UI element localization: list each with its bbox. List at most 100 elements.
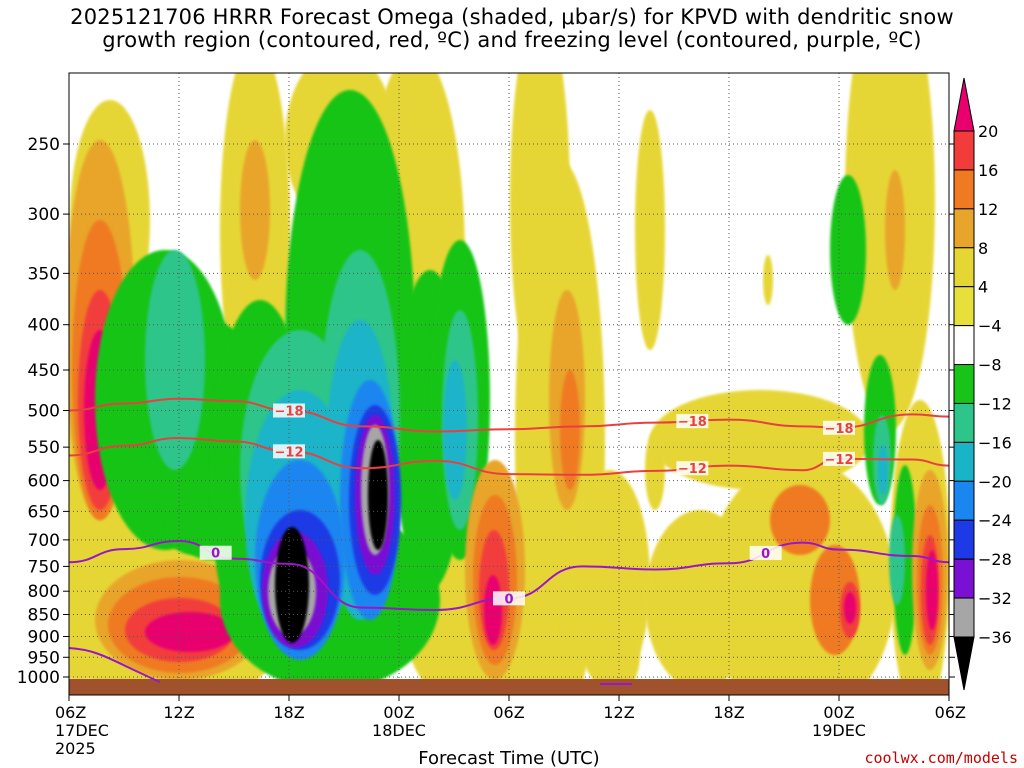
credit-text: coolwx.com/models [864, 749, 1018, 767]
y-tick-label: 900 [28, 627, 60, 647]
colorbar-label: −32 [978, 589, 1012, 608]
colorbar-label: 8 [978, 239, 988, 258]
contour-label: −18 [275, 405, 304, 420]
contour-label: −18 [678, 415, 707, 430]
contour-label-bg [199, 545, 232, 560]
colorbar-label: 4 [978, 278, 988, 297]
chart-title-line-1: 2025121706 HRRR Forecast Omega (shaded, … [70, 5, 954, 29]
contour-label-bg [273, 444, 305, 459]
colorbar-swatch [953, 364, 975, 404]
contour-label: −12 [275, 445, 304, 460]
colorbar-swatch [953, 402, 975, 443]
colorbar-label: −12 [978, 394, 1012, 413]
omega-cell [763, 255, 773, 305]
colorbar-label: −4 [978, 317, 1002, 336]
x-tick-year-label: 2025 [55, 739, 96, 758]
contour-label-bg [823, 420, 855, 435]
colorbar-swatch [953, 597, 975, 638]
terrain-bar [69, 679, 949, 695]
colorbar-swatch [953, 325, 975, 366]
chart-title-line-2: growth region (contoured, red, ºC) and f… [102, 28, 922, 52]
omega-cell [145, 250, 205, 470]
contour-label: −12 [678, 462, 707, 477]
contour-label: −18 [825, 422, 854, 437]
omega-cell [590, 615, 640, 695]
colorbar-swatch [953, 247, 975, 288]
omega-cell [443, 360, 467, 500]
y-tick-label: 300 [28, 205, 60, 225]
contour-label-bg [676, 414, 709, 429]
colorbar-swatch [953, 286, 975, 327]
y-tick-label: 500 [28, 402, 60, 422]
x-tick-label: 06Z [493, 703, 524, 722]
grid-lines [69, 73, 949, 695]
x-tick-label: 06Z [55, 703, 86, 722]
colorbar-top-arrow [953, 77, 975, 132]
y-tick-label: 450 [28, 361, 60, 381]
omega-cell [145, 612, 235, 652]
omega-cell [878, 445, 888, 495]
colorbar-label: 16 [978, 161, 998, 180]
x-tick-date-label: 19DEC [812, 721, 866, 740]
x-tick-label: 12Z [163, 703, 194, 722]
colorbar-label: −24 [978, 511, 1012, 530]
omega-cell [926, 550, 938, 630]
y-tick-label: 700 [28, 531, 60, 551]
omega-cell [560, 370, 580, 490]
omega-cell [635, 110, 665, 350]
colorbar-label: −8 [978, 356, 1002, 375]
y-tick-label: 350 [28, 264, 60, 284]
contour-label: −12 [825, 453, 854, 468]
contour-label: 0 [761, 547, 770, 562]
omega-cell [889, 515, 905, 605]
x-tick-date-label: 17DEC [55, 721, 109, 740]
omega-cell [240, 140, 270, 280]
colorbar-swatch [953, 480, 975, 521]
y-tick-label: 250 [28, 135, 60, 155]
y-axis: 2503003504004505005506006507007508008509… [17, 135, 955, 688]
x-tick-label: 18Z [273, 703, 304, 722]
colorbar-swatch [953, 558, 975, 599]
colorbar-swatch [953, 208, 975, 249]
omega-cell [770, 485, 830, 555]
contour-line-fragment [69, 647, 161, 683]
colorbar-swatch [953, 441, 975, 482]
colorbar-swatch [953, 169, 975, 210]
x-tick-label: 00Z [823, 703, 854, 722]
ground-layer [69, 679, 949, 695]
contour-label-bg [493, 591, 525, 606]
y-tick-label: 600 [28, 472, 60, 492]
y-tick-label: 1000 [17, 668, 60, 688]
y-tick-label: 800 [28, 582, 60, 602]
y-tick-label: 750 [28, 557, 60, 577]
y-tick-label: 950 [28, 648, 60, 668]
colorbar-label: 12 [978, 200, 998, 219]
colorbar-label: −20 [978, 472, 1012, 491]
colorbar-swatch [953, 130, 975, 171]
contour-label-bg [676, 461, 709, 476]
omega-cell [275, 527, 309, 643]
contour-label-bg [749, 545, 782, 560]
colorbar-swatch [953, 519, 975, 560]
omega-shading [69, 73, 949, 695]
colorbar-label: −16 [978, 433, 1012, 452]
x-tick-date-label: 18DEC [372, 721, 426, 740]
contour-label-bg [273, 403, 305, 418]
omega-cell [830, 175, 866, 325]
contour-label: 0 [211, 547, 220, 562]
colorbar: 20 16 12 8 4 −4 −8 −12 −16 −20 −24 −28 −32 −36 [953, 77, 1012, 691]
omega-cell [844, 592, 856, 624]
y-tick-label: 850 [28, 606, 60, 626]
omega-cell [484, 575, 502, 645]
colorbar-label: 20 [978, 122, 998, 141]
y-tick-label: 650 [28, 502, 60, 522]
omega-cell [368, 440, 388, 550]
y-tick-label: 550 [28, 438, 60, 458]
x-tick-label: 06Z [935, 703, 966, 722]
contour-label-bg [823, 451, 855, 466]
colorbar-label: −36 [978, 628, 1012, 647]
chart-title: 2025121706 HRRR Forecast Omega (shaded, … [0, 6, 1024, 52]
x-tick-label: 18Z [713, 703, 744, 722]
